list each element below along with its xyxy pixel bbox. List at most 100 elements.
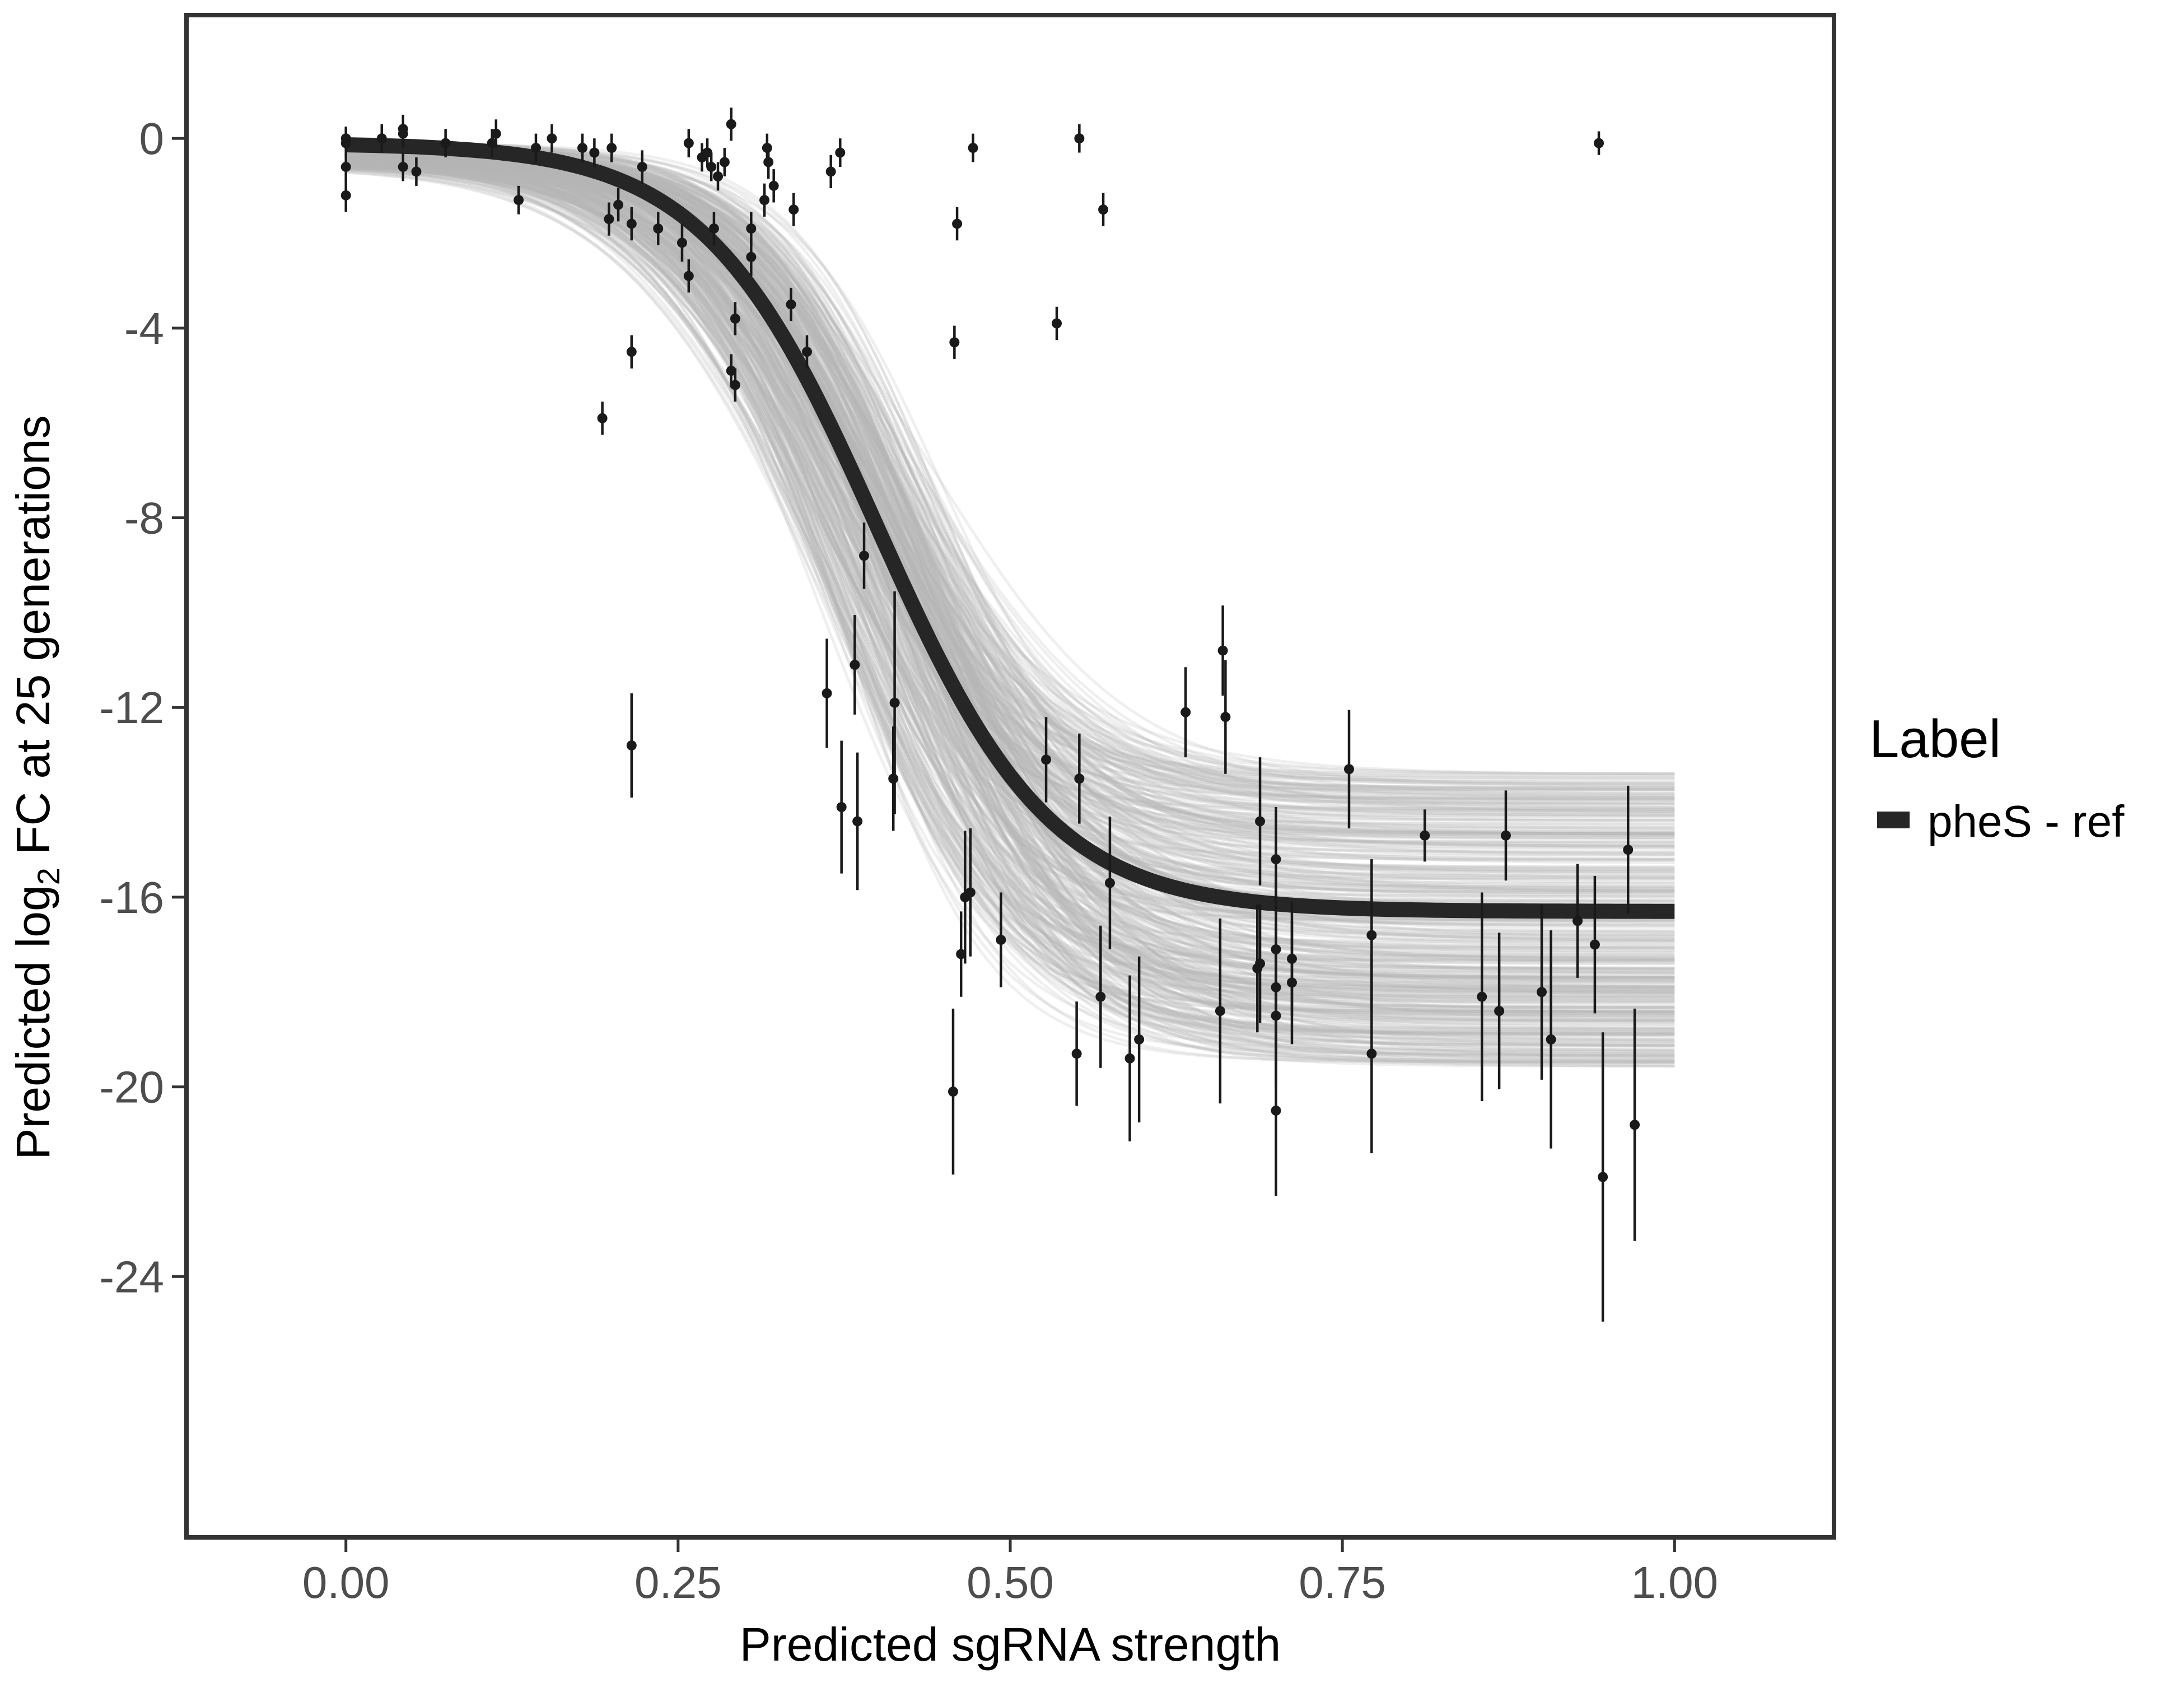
posterior-draw: [346, 168, 1675, 1002]
posterior-draw: [346, 144, 1675, 785]
point-marker: [376, 133, 387, 144]
posterior-draw: [346, 155, 1675, 1036]
posterior-draw: [346, 165, 1675, 818]
posterior-draw: [346, 156, 1675, 962]
posterior-draw: [346, 161, 1675, 945]
posterior-draw: [346, 152, 1675, 969]
posterior-draw: [346, 146, 1675, 934]
posterior-draw: [346, 151, 1675, 1059]
posterior-draw: [346, 161, 1675, 836]
posterior-draw: [346, 165, 1675, 784]
posterior-draw: [346, 166, 1675, 1013]
point-marker: [1220, 712, 1231, 722]
posterior-draw: [346, 152, 1675, 999]
point-marker: [1537, 987, 1547, 997]
posterior-draw: [346, 154, 1675, 974]
data-point: [1095, 925, 1106, 1068]
point-marker: [1477, 991, 1487, 1002]
posterior-draw: [346, 151, 1675, 948]
posterior-draw: [346, 157, 1675, 975]
posterior-draw: [346, 155, 1675, 1031]
posterior-draw: [346, 152, 1675, 1007]
posterior-draw: [346, 146, 1675, 829]
data-point: [637, 150, 647, 184]
data-point: [949, 325, 960, 359]
point-marker: [1366, 1048, 1377, 1059]
posterior-draw: [346, 158, 1675, 784]
posterior-draw: [346, 160, 1675, 922]
posterior-draw: [346, 140, 1675, 1048]
data-point: [1074, 733, 1085, 824]
point-marker: [440, 138, 451, 148]
point-marker: [1366, 930, 1377, 940]
posterior-draw: [346, 156, 1675, 873]
posterior-draw: [346, 160, 1675, 795]
posterior-draw: [346, 158, 1675, 1023]
posterior-draw: [346, 157, 1675, 795]
point-marker: [1255, 958, 1266, 969]
point-marker: [411, 166, 422, 177]
point-marker: [996, 935, 1006, 945]
posterior-draw: [346, 164, 1675, 879]
point-marker: [786, 299, 796, 310]
posterior-draw: [346, 167, 1675, 1010]
posterior-draw: [346, 163, 1675, 849]
posterior-draw: [346, 156, 1675, 798]
posterior-draw: [346, 149, 1675, 899]
posterior-draw: [346, 160, 1675, 813]
point-marker: [1074, 133, 1085, 144]
data-point: [514, 185, 524, 215]
posterior-draw: [346, 160, 1675, 862]
data-point: [1494, 933, 1505, 1089]
data-point: [768, 169, 779, 203]
posterior-draw: [346, 158, 1675, 1063]
data-point: [1344, 710, 1355, 829]
data-point: [1286, 921, 1297, 1045]
posterior-draw: [346, 164, 1675, 790]
posterior-draw: [346, 164, 1675, 1057]
posterior-draw: [346, 150, 1675, 981]
posterior-draw: [346, 164, 1675, 995]
posterior-draw: [346, 148, 1675, 811]
y-tick-label: -16: [99, 873, 164, 922]
posterior-draw: [346, 171, 1675, 946]
point-marker: [888, 773, 899, 784]
point-marker: [788, 204, 799, 215]
posterior-draw: [346, 162, 1675, 1063]
posterior-draw: [346, 141, 1675, 953]
posterior-draw: [346, 148, 1675, 969]
posterior-draw: [346, 165, 1675, 846]
posterior-draw: [346, 149, 1675, 1014]
data-point: [1477, 892, 1487, 1102]
posterior-draw: [346, 155, 1675, 892]
point-marker: [1180, 707, 1191, 717]
point-marker: [589, 147, 600, 158]
posterior-draw: [346, 147, 1675, 1004]
data-point: [340, 126, 351, 151]
plot-frame: [184, 13, 1836, 1540]
data-point: [491, 119, 501, 148]
posterior-draw: [346, 162, 1675, 962]
y-axis-title-part1: Predicted log: [7, 885, 59, 1159]
posterior-draw: [346, 157, 1675, 803]
data-point: [589, 138, 600, 167]
posterior-draw: [346, 144, 1675, 840]
point-marker: [1134, 1034, 1145, 1045]
point-marker: [1124, 1053, 1135, 1064]
y-tick-label: 0: [139, 114, 165, 164]
y-axis-title: Predicted log2 FC at 25 generations: [7, 415, 66, 1159]
posterior-draw: [346, 162, 1675, 835]
data-point: [746, 237, 757, 276]
posterior-draw: [346, 165, 1675, 923]
posterior-draw: [346, 152, 1675, 832]
data-point: [626, 693, 637, 798]
point-marker: [968, 143, 978, 153]
posterior-draw: [346, 160, 1675, 941]
posterior-draw: [346, 151, 1675, 924]
posterior-draw: [346, 169, 1675, 837]
point-marker: [726, 119, 736, 129]
posterior-draw: [346, 152, 1675, 1053]
point-marker: [604, 214, 614, 225]
posterior-draw: [346, 167, 1675, 971]
posterior-draw: [346, 150, 1675, 880]
